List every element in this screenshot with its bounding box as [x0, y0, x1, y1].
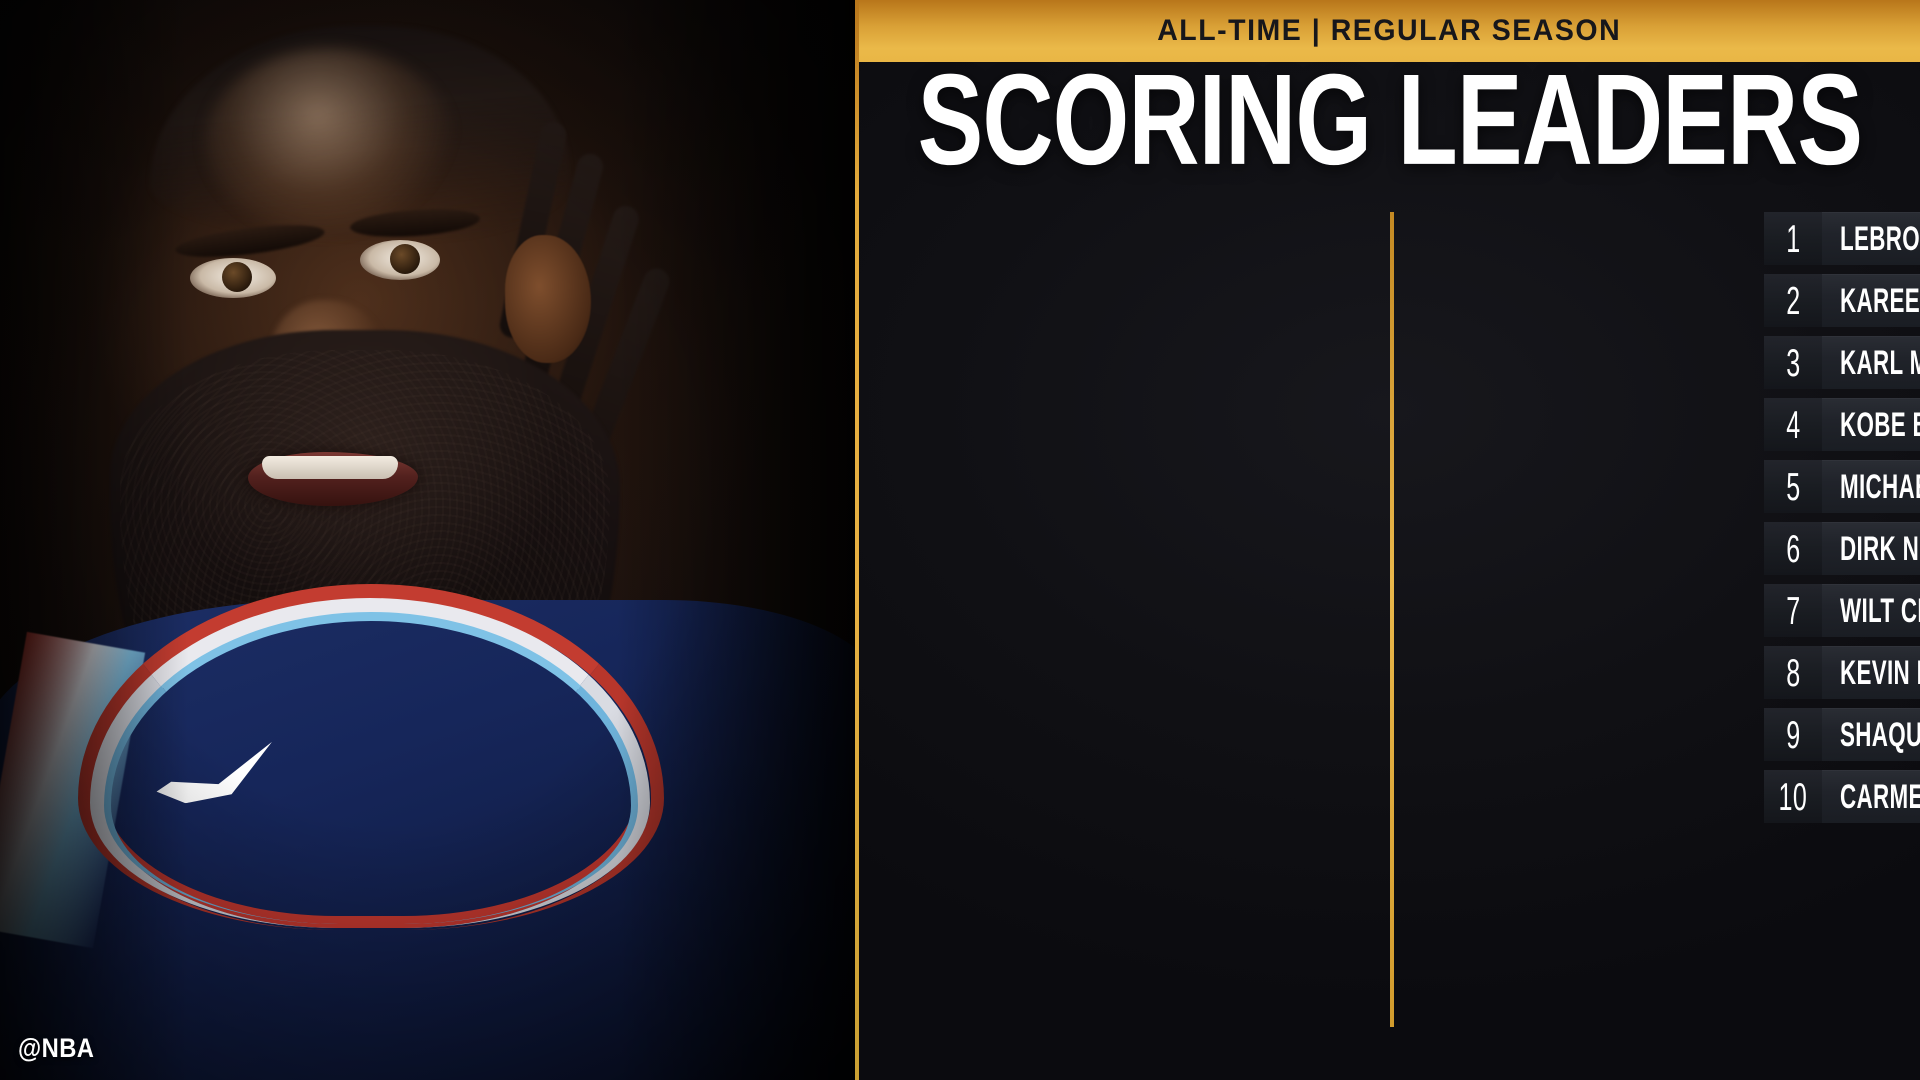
- row-player-name: SHAQUILLE O'NEAL: [1822, 708, 1920, 761]
- pupil-left: [222, 262, 252, 292]
- pupil-right: [390, 244, 420, 274]
- row-player-name-text: KARL MALONE: [1840, 342, 1920, 381]
- photo-panel-divider: [855, 0, 859, 1080]
- stats-panel: ALL-TIME | REGULAR SEASON SCORING LEADER…: [859, 0, 1920, 1080]
- row-rank: 9: [1764, 708, 1822, 761]
- row-player-name-text: KOBE BRYANT: [1840, 404, 1920, 443]
- row-player-name-text: CARMELO ANTHONY: [1840, 776, 1920, 815]
- page-title: SCORING LEADERS: [859, 55, 1920, 184]
- row-rank: 7: [1764, 584, 1822, 637]
- row-player-name-text: SHAQUILLE O'NEAL: [1840, 714, 1920, 753]
- row-rank: 8: [1764, 646, 1822, 699]
- row-player-name-text: MICHAEL JORDAN: [1840, 466, 1920, 505]
- row-rank-text: 2: [1785, 278, 1801, 322]
- leaderboard-column-left: 1LEBRON JAMES41,6412KAREEM ABDUL-JABBAR3…: [1764, 212, 1920, 823]
- row-player-name-text: WILT CHAMBERLAIN: [1840, 590, 1920, 629]
- table-row[interactable]: 5MICHAEL JORDAN32,292: [1764, 460, 1920, 513]
- row-rank-text: 1: [1785, 216, 1801, 260]
- row-rank: 6: [1764, 522, 1822, 575]
- table-row[interactable]: 2KAREEM ABDUL-JABBAR38,387: [1764, 274, 1920, 327]
- row-player-name: DIRK NOWITZKI: [1822, 522, 1920, 575]
- row-rank: 2: [1764, 274, 1822, 327]
- row-rank: 1: [1764, 212, 1822, 265]
- row-rank-text: 4: [1785, 402, 1801, 446]
- row-rank: 4: [1764, 398, 1822, 451]
- row-player-name-text: KEVIN DURANT: [1840, 652, 1920, 691]
- table-row[interactable]: 1LEBRON JAMES41,641: [1764, 212, 1920, 265]
- row-player-name-text: DIRK NOWITZKI: [1840, 528, 1920, 567]
- table-row[interactable]: 10CARMELO ANTHONY28,289: [1764, 770, 1920, 823]
- row-player-name: KOBE BRYANT: [1822, 398, 1920, 451]
- row-rank: 5: [1764, 460, 1822, 513]
- row-rank-text: 3: [1785, 340, 1801, 384]
- row-rank: 3: [1764, 336, 1822, 389]
- row-player-name: KARL MALONE: [1822, 336, 1920, 389]
- row-rank-text: 6: [1785, 526, 1801, 570]
- row-rank-text: 7: [1785, 588, 1801, 632]
- row-rank-text: 10: [1778, 774, 1808, 818]
- row-player-name-text: KAREEM ABDUL-JABBAR: [1840, 280, 1920, 319]
- row-player-name: KAREEM ABDUL-JABBAR: [1822, 274, 1920, 327]
- column-divider: [1390, 212, 1394, 1027]
- row-player-name: LEBRON JAMES: [1822, 212, 1920, 265]
- page-title-text: SCORING LEADERS: [917, 48, 1862, 192]
- player-photo: @NBA: [0, 0, 857, 1080]
- teeth-shape: [262, 456, 398, 479]
- row-player-name: CARMELO ANTHONY: [1822, 770, 1920, 823]
- table-row[interactable]: 9SHAQUILLE O'NEAL28,596: [1764, 708, 1920, 761]
- header-eyebrow-text: ALL-TIME | REGULAR SEASON: [1157, 14, 1622, 47]
- header-banner: ALL-TIME | REGULAR SEASON: [859, 0, 1920, 62]
- row-player-name-text: LEBRON JAMES: [1840, 218, 1920, 257]
- ear-shape: [505, 235, 591, 363]
- row-rank-text: 9: [1785, 712, 1801, 756]
- nba-watermark: @NBA: [18, 1033, 95, 1063]
- row-rank: 10: [1764, 770, 1822, 823]
- row-rank-text: 5: [1785, 464, 1801, 508]
- row-player-name: MICHAEL JORDAN: [1822, 460, 1920, 513]
- row-player-name: KEVIN DURANT: [1822, 646, 1920, 699]
- row-player-name: WILT CHAMBERLAIN: [1822, 584, 1920, 637]
- row-rank-text: 8: [1785, 650, 1801, 694]
